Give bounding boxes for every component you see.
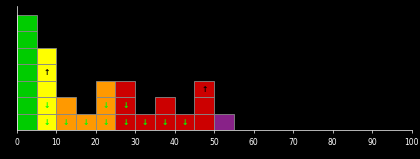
Bar — [155, 114, 175, 130]
Text: ↓: ↓ — [43, 118, 50, 127]
Bar — [37, 97, 56, 114]
Bar — [135, 114, 155, 130]
Text: ↓: ↓ — [83, 118, 89, 127]
Bar — [37, 48, 56, 64]
Bar — [17, 31, 37, 48]
Bar — [17, 114, 37, 130]
Bar — [116, 114, 135, 130]
Text: ↓: ↓ — [122, 118, 129, 127]
Bar — [116, 97, 135, 114]
Text: ↓: ↓ — [63, 118, 69, 127]
Text: ↓: ↓ — [43, 101, 50, 110]
Bar — [175, 114, 194, 130]
Bar — [37, 81, 56, 97]
Bar — [96, 81, 116, 97]
Bar — [116, 81, 135, 97]
Bar — [96, 114, 116, 130]
Bar — [194, 97, 214, 114]
Text: ↓: ↓ — [122, 101, 129, 110]
Text: ↓: ↓ — [102, 101, 109, 110]
Bar — [56, 114, 76, 130]
Bar — [17, 64, 37, 81]
Text: ↑: ↑ — [201, 85, 207, 93]
Bar — [17, 48, 37, 64]
Bar — [17, 81, 37, 97]
Bar — [194, 81, 214, 97]
Bar — [96, 97, 116, 114]
Bar — [194, 114, 214, 130]
Text: ↓: ↓ — [181, 118, 188, 127]
Text: ↓: ↓ — [102, 118, 109, 127]
Text: ↓: ↓ — [162, 118, 168, 127]
Bar — [214, 114, 234, 130]
Text: ↑: ↑ — [43, 68, 50, 77]
Bar — [17, 97, 37, 114]
Bar — [37, 114, 56, 130]
Bar — [17, 15, 37, 31]
Bar — [155, 97, 175, 114]
Bar — [76, 114, 96, 130]
Bar — [37, 64, 56, 81]
Bar — [56, 97, 76, 114]
Text: ↓: ↓ — [142, 118, 148, 127]
